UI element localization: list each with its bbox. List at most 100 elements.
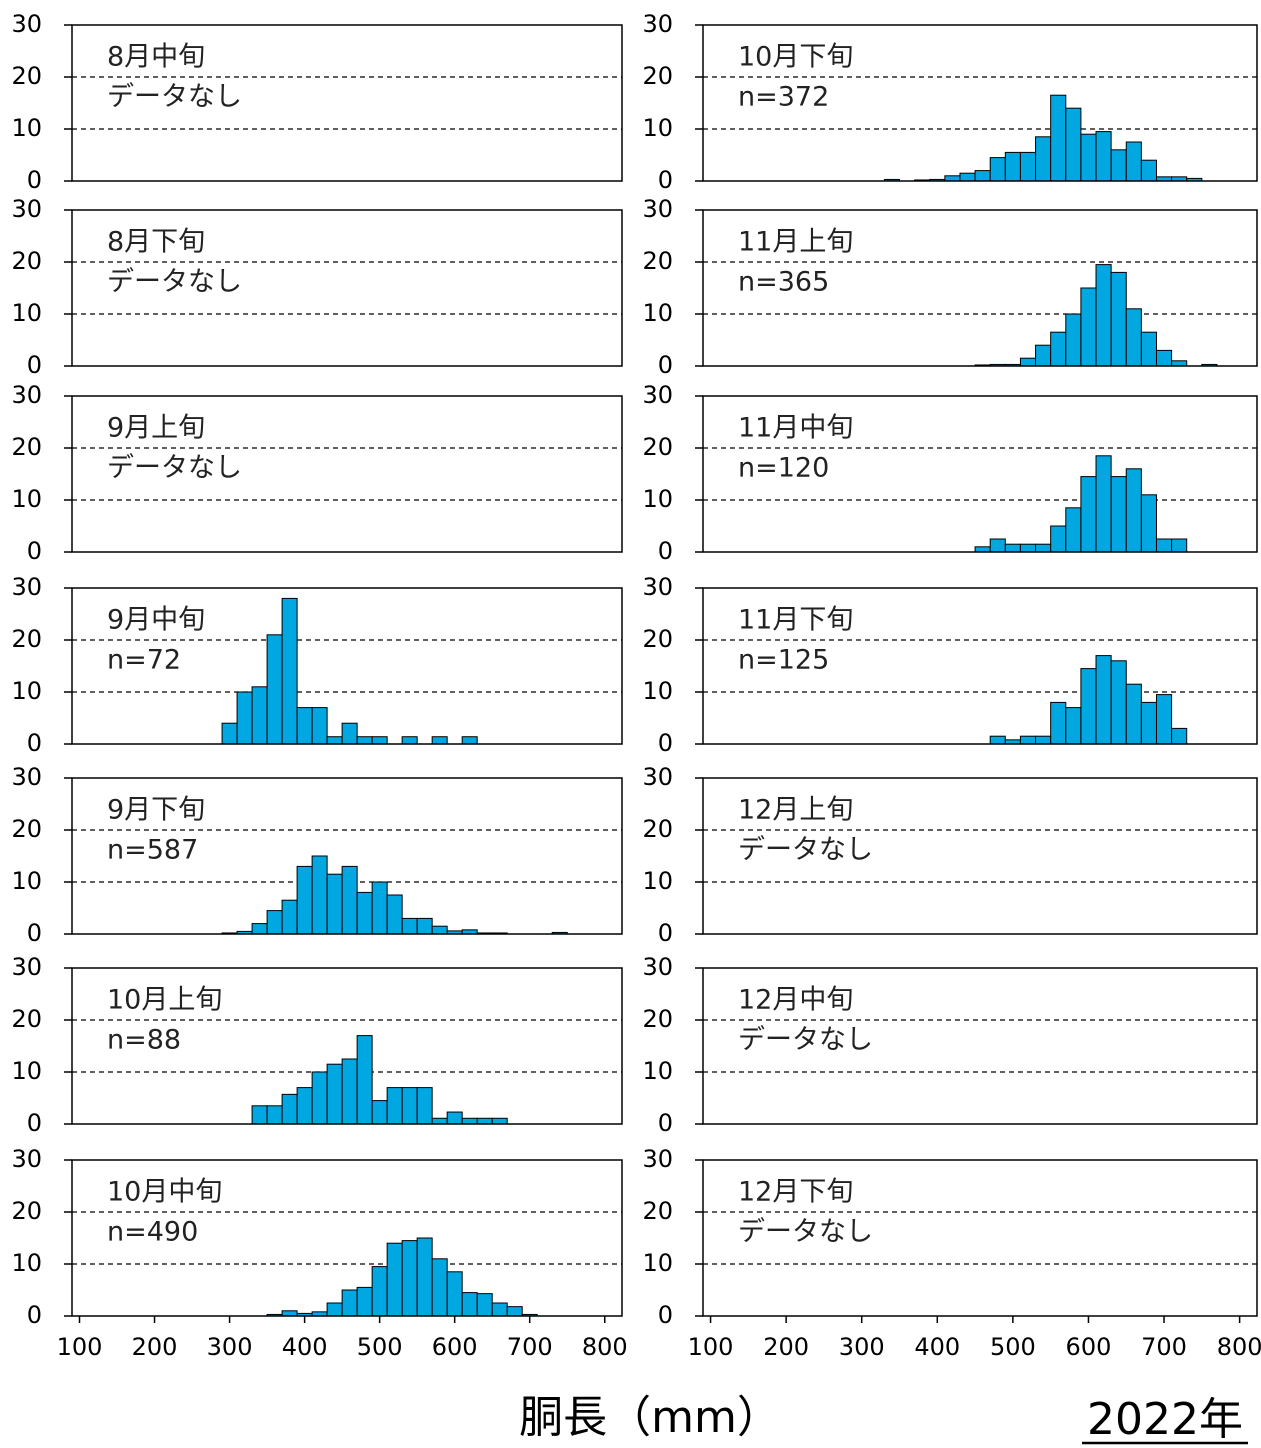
bar [1125, 308, 1142, 367]
x-tick-label: 500 [990, 1333, 1036, 1361]
bar [1019, 357, 1037, 367]
y-tick-label: 10 [11, 677, 42, 705]
bar [1050, 701, 1067, 745]
plot-frame [71, 1159, 623, 1317]
plot-frame [71, 395, 623, 553]
bar [356, 1035, 373, 1125]
y-tick-label: 20 [642, 1005, 673, 1033]
bar [476, 1117, 493, 1125]
bar [341, 722, 358, 745]
y-tick-label: 0 [658, 1301, 673, 1329]
bar [1065, 313, 1082, 367]
bar [311, 1071, 328, 1125]
y-tick-label: 30 [11, 381, 42, 409]
y-tick-label: 30 [11, 763, 42, 791]
y-tick-label: 10 [11, 1249, 42, 1277]
bar [266, 1105, 283, 1125]
bar [266, 634, 283, 745]
panel-title: 8月下旬 [107, 227, 205, 258]
bar [371, 881, 388, 935]
bar [959, 172, 976, 182]
panel-annotation: n=125 [738, 645, 829, 676]
bar [506, 1306, 523, 1317]
panel-title: 9月上旬 [107, 413, 205, 444]
bar [296, 707, 313, 745]
y-tick-label: 30 [642, 573, 673, 601]
y-tick-label: 20 [11, 433, 42, 461]
bar [386, 1087, 403, 1125]
y-tick-label: 0 [27, 166, 42, 194]
y-tick-label: 10 [11, 485, 42, 513]
y-tick-label: 10 [642, 114, 673, 142]
bar [1110, 271, 1127, 367]
bar [1095, 455, 1112, 553]
y-tick-label: 0 [27, 537, 42, 565]
bar [431, 1258, 448, 1317]
panel-annotation: n=120 [738, 453, 829, 484]
y-tick-label: 10 [642, 1249, 673, 1277]
bar [341, 1289, 358, 1317]
bar [431, 1117, 448, 1125]
bar [1050, 94, 1067, 182]
bar [236, 691, 253, 745]
x-tick-label: 600 [1066, 1333, 1112, 1361]
bar [1004, 543, 1021, 553]
x-tick-label: 400 [914, 1333, 960, 1361]
bar [1155, 538, 1173, 553]
panel-annotation: データなし [738, 1217, 873, 1248]
panel-title: 10月中旬 [107, 1177, 222, 1208]
bar [974, 170, 991, 182]
panel-title: 10月下旬 [738, 42, 853, 73]
y-tick-label: 20 [642, 433, 673, 461]
bar [326, 873, 343, 935]
panel-title: 11月上旬 [738, 227, 853, 258]
bar [461, 1117, 478, 1125]
plot-frame [71, 587, 623, 745]
bar [1080, 287, 1097, 367]
panel-annotation: n=587 [107, 835, 198, 866]
plot-frame [702, 24, 1258, 182]
panel-annotation: データなし [107, 453, 242, 484]
panel-annotation: データなし [107, 267, 242, 298]
bar [371, 1100, 388, 1125]
bar [1065, 107, 1082, 182]
panel-title: 11月下旬 [738, 605, 853, 636]
panel-title: 11月中旬 [738, 413, 853, 444]
bar [1080, 133, 1097, 182]
y-tick-label: 10 [642, 867, 673, 895]
bar [1171, 360, 1188, 367]
bar [221, 722, 238, 745]
plot-frame [702, 587, 1258, 745]
bar [281, 899, 298, 935]
y-tick-label: 30 [642, 10, 673, 38]
x-tick-label: 800 [1217, 1333, 1261, 1361]
x-tick-label: 200 [763, 1333, 809, 1361]
y-tick-label: 30 [11, 195, 42, 223]
bar [1140, 701, 1157, 745]
plot-frame [702, 777, 1258, 935]
panel-title: 8月中旬 [107, 42, 205, 73]
y-tick-label: 10 [11, 114, 42, 142]
y-tick-label: 10 [642, 677, 673, 705]
bar [1004, 151, 1021, 182]
y-tick-label: 10 [11, 299, 42, 327]
bar [251, 1105, 268, 1125]
bar [386, 894, 403, 935]
y-tick-label: 10 [642, 299, 673, 327]
bar [974, 546, 991, 553]
panel-annotation: データなし [738, 835, 873, 866]
y-tick-label: 0 [658, 1109, 673, 1137]
bar [1140, 159, 1157, 182]
y-tick-label: 30 [11, 953, 42, 981]
y-tick-label: 0 [27, 351, 42, 379]
x-tick-label: 600 [432, 1333, 478, 1361]
plot-frame [702, 1159, 1258, 1317]
bar [1155, 349, 1173, 367]
y-tick-label: 0 [658, 919, 673, 947]
bar [1171, 538, 1188, 553]
bar [311, 855, 328, 935]
bar [446, 1111, 463, 1125]
bar [281, 597, 298, 745]
y-tick-label: 30 [11, 573, 42, 601]
bar [416, 1237, 433, 1317]
